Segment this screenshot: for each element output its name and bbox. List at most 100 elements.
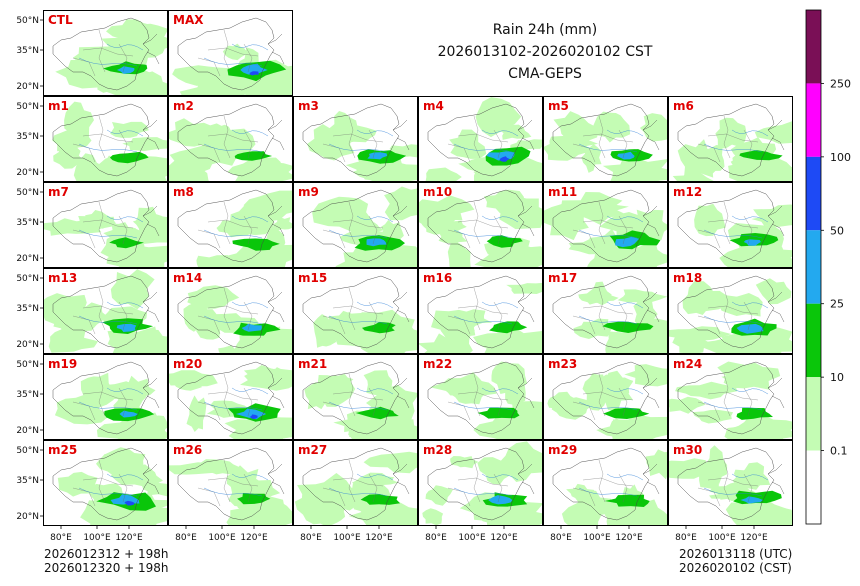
rain-25-50-region — [367, 152, 388, 160]
rain-0.1-10-region — [226, 465, 264, 502]
rain-0.1-10-region — [725, 497, 793, 526]
lat-tick-label: 35°N — [16, 46, 39, 56]
panel-m10: m10 — [418, 182, 543, 268]
colorbar: 0.1 10 25 50 100 250 — [805, 9, 851, 525]
country-border — [677, 103, 775, 177]
country-border — [677, 275, 775, 349]
river-line — [578, 129, 644, 153]
panel-m29: m29 — [543, 440, 668, 526]
rain-0.1-10-region — [602, 157, 668, 182]
panel-m14: m14 — [168, 268, 293, 354]
colorbar-segment — [806, 377, 821, 451]
panel-m26: m26 — [168, 440, 293, 526]
lat-tick-label: 20°N — [16, 426, 39, 436]
lat-tick-label: 20°N — [16, 512, 39, 522]
coastline — [392, 119, 410, 151]
rain-0.1-10-region — [348, 499, 418, 526]
lat-tick-label: 20°N — [16, 82, 39, 92]
panel-frame — [43, 354, 168, 440]
coastline — [142, 291, 160, 323]
rain-0.1-10-region — [721, 325, 793, 354]
coastline — [142, 205, 160, 237]
country-border — [552, 103, 650, 177]
coastline — [517, 205, 535, 237]
panel-frame — [43, 268, 168, 354]
rain-10-25-region — [602, 321, 654, 333]
river-line — [328, 387, 394, 411]
rain-0.1-10-region — [218, 345, 241, 354]
panel-frame — [418, 354, 543, 440]
panel-m21: m21 — [293, 354, 418, 440]
lon-tick-label: 100°E — [83, 533, 111, 543]
rain-0.1-10-region — [418, 206, 460, 227]
rain-0.1-10-region — [198, 459, 241, 475]
rain-0.1-10-region — [363, 451, 418, 474]
panel-frame — [543, 182, 668, 268]
panel-label: m11 — [548, 185, 577, 199]
panel-label: m21 — [298, 357, 327, 371]
panel-m6: m6 — [668, 96, 793, 182]
rain-0.1-10-region — [118, 36, 168, 59]
colorbar-segment — [806, 83, 821, 157]
longitude-axis: 80°E 100°E 120°E 80°E 100°E 120°E 80°E 100°E 120… — [50, 526, 768, 543]
rain-25-50-region — [615, 236, 640, 248]
rain-50-100-region — [249, 414, 258, 420]
rain-0.1-10-region — [574, 490, 614, 518]
country-border — [427, 447, 525, 521]
province-border — [197, 459, 259, 507]
rain-10-25-region — [360, 494, 401, 505]
coastline — [767, 205, 785, 237]
panel-m7: m7 — [43, 182, 168, 268]
rain-0.1-10-region — [617, 289, 668, 304]
rain-50-100-region — [499, 156, 510, 162]
panel-frame — [43, 182, 168, 268]
panel-m17: m17 — [543, 268, 668, 354]
country-border — [552, 275, 650, 349]
rain-10-25-region — [477, 407, 520, 419]
panel-frame — [43, 96, 168, 182]
panel-frame — [668, 96, 793, 182]
province-border — [322, 459, 384, 507]
panel-frame — [168, 182, 293, 268]
rain-0.1-10-region — [668, 326, 732, 341]
country-border — [302, 275, 400, 349]
rain-0.1-10-region — [321, 375, 354, 388]
coastline — [642, 205, 660, 237]
panel-label: CTL — [48, 13, 73, 27]
panel-frame — [668, 354, 793, 440]
panel-m1: m1 — [43, 96, 168, 182]
colorbar-tick-label: 250 — [830, 77, 851, 90]
rain-0.1-10-region — [506, 282, 543, 294]
river-line — [453, 473, 519, 497]
lat-tick-label: 35°N — [16, 476, 39, 486]
lat-tick-label: 50°N — [16, 188, 39, 198]
panel-frame — [293, 268, 418, 354]
rain-0.1-10-region — [728, 155, 793, 182]
province-border — [72, 459, 134, 507]
panel-frame — [168, 96, 293, 182]
rain-0.1-10-region — [313, 314, 337, 348]
coastline — [642, 291, 660, 323]
coastline — [642, 119, 660, 151]
panel-frame — [543, 354, 668, 440]
coastline — [767, 291, 785, 323]
rain-0.1-10-region — [422, 508, 444, 526]
rain-0.1-10-region — [755, 278, 792, 305]
panel-frame — [418, 440, 543, 526]
panel-label: m24 — [673, 357, 702, 371]
panel-frame — [668, 268, 793, 354]
rain-0.1-10-region — [475, 97, 522, 138]
rain-0.1-10-region — [110, 121, 149, 138]
panel-m16: m16 — [418, 268, 543, 354]
rain-0.1-10-region — [57, 471, 98, 497]
rain-0.1-10-region — [48, 327, 99, 353]
rain-0.1-10-region — [668, 396, 706, 414]
panel-label: m16 — [423, 271, 452, 285]
river-line — [453, 387, 519, 411]
coastline — [392, 377, 410, 409]
coastline — [517, 377, 535, 409]
rain-0.1-10-region — [567, 203, 629, 219]
panel-frame — [293, 182, 418, 268]
rain-0.1-10-region — [110, 464, 163, 487]
panel-m11: m11 — [543, 182, 668, 268]
